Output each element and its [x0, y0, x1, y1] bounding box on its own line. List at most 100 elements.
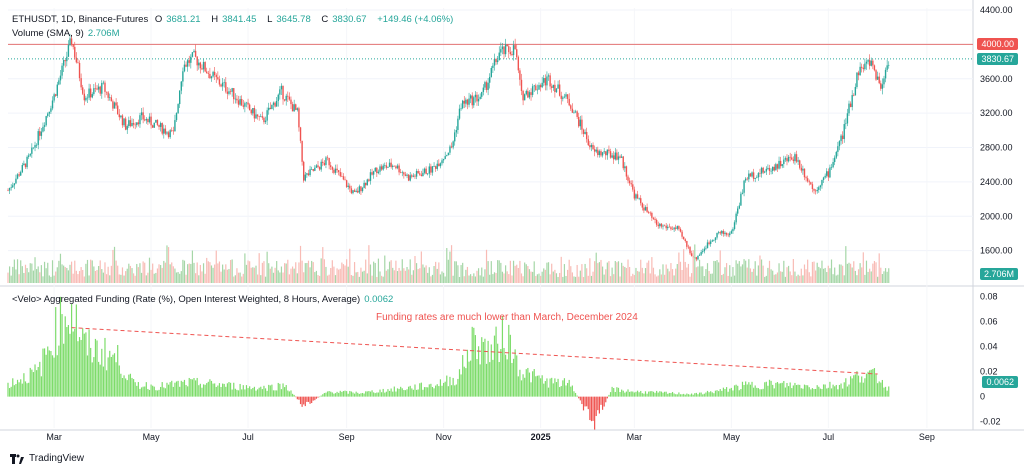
funding-bar	[724, 388, 726, 397]
funding-bar	[497, 343, 499, 397]
candle-body	[528, 92, 531, 98]
candle-body	[668, 226, 671, 228]
funding-bar	[519, 369, 521, 397]
funding-bar	[616, 387, 618, 397]
candle-body	[865, 61, 868, 64]
funding-bar	[69, 333, 71, 397]
candle-body	[256, 114, 259, 117]
volume-bar	[509, 260, 511, 283]
candle-body	[849, 103, 852, 108]
funding-bar	[210, 380, 213, 397]
funding-bar	[425, 387, 427, 397]
volume-bar	[842, 265, 844, 283]
candle-body	[676, 226, 678, 229]
funding-bar	[552, 383, 554, 397]
candle-body	[702, 251, 704, 253]
volume-bar	[307, 260, 310, 283]
candle-body	[601, 152, 604, 156]
volume-bar	[128, 263, 130, 283]
funding-bar	[792, 385, 794, 397]
candle-body	[792, 159, 795, 162]
volume-bar	[722, 273, 725, 283]
volume-bar	[31, 263, 33, 283]
funding-bar	[276, 390, 278, 397]
volume-bar	[382, 276, 384, 283]
volume-bar	[271, 266, 273, 283]
brand-footer[interactable]: TradingView	[10, 453, 84, 464]
volume-bar	[870, 271, 872, 283]
volume-bar	[422, 264, 424, 283]
volume-bar	[470, 274, 472, 283]
funding-bar	[651, 391, 653, 397]
volume-bar	[105, 274, 108, 283]
candle-body	[531, 86, 534, 95]
volume-bar	[145, 275, 147, 283]
volume-bar	[708, 270, 710, 283]
candle-body	[325, 157, 327, 165]
volume-bar	[396, 271, 399, 283]
funding-bar	[849, 376, 852, 397]
volume-bar	[775, 274, 777, 283]
funding-bar	[463, 366, 465, 397]
funding-bar	[573, 391, 575, 397]
volume-bar	[528, 269, 531, 283]
volume-badge: 2.706M	[979, 268, 1018, 280]
funding-bar	[884, 386, 887, 397]
volume-bar	[63, 265, 65, 283]
funding-bar	[346, 391, 348, 397]
funding-bar	[131, 377, 133, 397]
volume-bar	[743, 259, 745, 283]
funding-bar	[40, 376, 42, 397]
volume-bar	[225, 264, 227, 283]
candle-body	[687, 246, 690, 248]
funding-bar	[789, 382, 791, 397]
candle-body	[323, 163, 326, 165]
volume-bar	[527, 266, 529, 283]
volume-bar	[360, 267, 362, 283]
funding-bar	[272, 390, 275, 397]
volume-bar	[729, 265, 731, 283]
funding-bar	[875, 374, 877, 397]
candle-body	[878, 76, 880, 84]
volume-bar	[441, 271, 443, 283]
candle-body	[764, 171, 766, 173]
funding-bar	[387, 389, 389, 397]
volume-bar	[266, 251, 268, 283]
candle-body	[126, 126, 128, 130]
volume-bar	[56, 267, 58, 283]
funding-bar	[460, 374, 462, 397]
funding-bar	[546, 378, 548, 397]
volume-bar	[799, 275, 801, 283]
candle-body	[377, 171, 380, 174]
funding-bar	[735, 384, 737, 397]
candle-body	[743, 180, 745, 193]
volume-bar	[206, 257, 208, 283]
volume-bar	[118, 274, 120, 283]
funding-bar	[177, 380, 179, 397]
candle-body	[105, 91, 108, 93]
candle-body	[579, 119, 582, 127]
volume-bar	[318, 275, 321, 283]
volume-bar	[204, 273, 206, 283]
volume-bar	[150, 269, 152, 283]
candle-body	[552, 84, 554, 88]
candle-body	[303, 161, 305, 181]
volume-bar	[633, 275, 635, 283]
candle-body	[808, 181, 810, 183]
funding-bar	[326, 391, 329, 397]
candle-body	[819, 185, 822, 188]
candle-body	[609, 151, 612, 158]
volume-bar	[573, 276, 575, 283]
volume-bar	[163, 260, 165, 283]
funding-bar	[679, 394, 682, 397]
volume-bar	[443, 272, 445, 283]
volume-bar	[91, 260, 93, 283]
candle-body	[283, 99, 286, 101]
funding-bar	[74, 328, 76, 397]
candle-body	[613, 155, 615, 160]
funding-bar	[846, 386, 849, 397]
candle-body	[352, 190, 354, 194]
candle-body	[862, 67, 865, 70]
funding-bar	[870, 369, 872, 397]
candle-body	[803, 168, 806, 178]
